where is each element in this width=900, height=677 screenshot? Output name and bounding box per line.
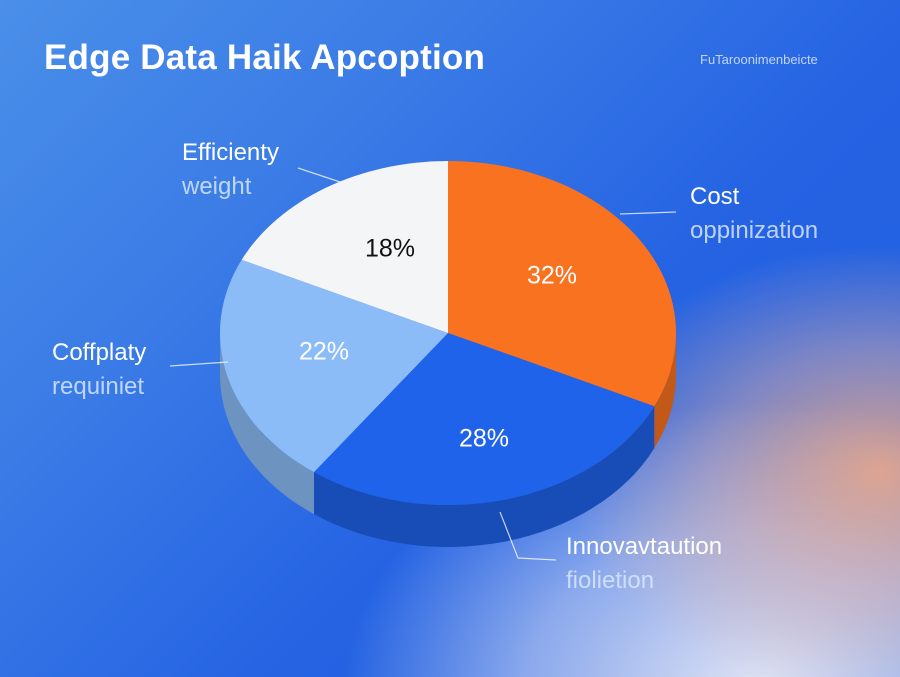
category-title-compliance: Coffplaty <box>52 339 146 366</box>
leader-lines <box>169 167 677 561</box>
slice-efficiency <box>241 161 448 333</box>
category-labels: Cost oppinization Innovavtaution fiolietion… <box>52 139 818 594</box>
category-subtitle-cost: oppinization <box>690 217 818 244</box>
leader-line-innovation <box>499 511 557 561</box>
chart-subtitle: FuTaroonimenbeicte <box>700 52 818 67</box>
pie-slices <box>219 161 677 505</box>
slice-compliance <box>219 259 448 473</box>
slice-side-compliance <box>220 333 314 515</box>
leader-line-compliance <box>169 361 229 367</box>
chart-title: Edge Data Haik Apcoption <box>44 38 486 77</box>
category-subtitle-efficiency: weight <box>181 173 252 200</box>
pie-depth <box>220 333 676 547</box>
leader-line-efficiency <box>297 167 341 183</box>
category-title-efficiency: Efficienty <box>182 139 279 166</box>
category-title-innovation: Innovavtaution <box>566 533 722 560</box>
slice-innovation <box>313 333 655 505</box>
category-title-cost: Cost <box>690 183 740 210</box>
percent-labels: 32% 28% 22% 18% <box>299 235 577 453</box>
percent-label-innovation: 28% <box>459 425 509 453</box>
slice-side-cost <box>654 333 676 449</box>
percent-label-cost: 32% <box>527 262 577 290</box>
category-subtitle-compliance: requiniet <box>52 373 144 400</box>
slice-cost <box>448 161 677 407</box>
percent-label-compliance: 22% <box>299 338 349 366</box>
category-subtitle-innovation: fiolietion <box>566 567 654 594</box>
slice-side-innovation <box>313 406 655 547</box>
percent-label-efficiency: 18% <box>365 235 415 263</box>
leader-line-cost <box>619 211 677 215</box>
